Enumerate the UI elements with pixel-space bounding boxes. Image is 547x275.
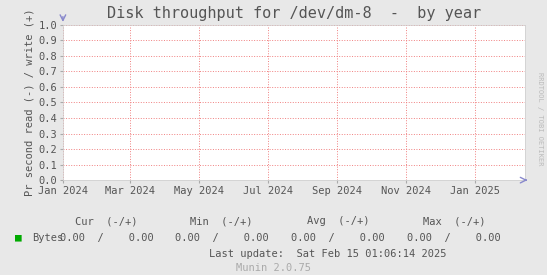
Text: Bytes: Bytes [32, 233, 63, 243]
Y-axis label: Pr second read (-) / write (+): Pr second read (-) / write (+) [25, 9, 34, 196]
Text: Munin 2.0.75: Munin 2.0.75 [236, 263, 311, 273]
Text: Min  (-/+): Min (-/+) [190, 216, 253, 226]
Title: Disk throughput for /dev/dm-8  -  by year: Disk throughput for /dev/dm-8 - by year [107, 6, 481, 21]
Text: Last update:  Sat Feb 15 01:06:14 2025: Last update: Sat Feb 15 01:06:14 2025 [210, 249, 447, 259]
Text: Max  (-/+): Max (-/+) [423, 216, 485, 226]
Text: RRDTOOL / TOBI OETIKER: RRDTOOL / TOBI OETIKER [537, 72, 543, 165]
Text: 0.00  /    0.00: 0.00 / 0.00 [174, 233, 269, 243]
Text: 0.00  /    0.00: 0.00 / 0.00 [407, 233, 501, 243]
Text: ■: ■ [15, 233, 22, 243]
Text: Cur  (-/+): Cur (-/+) [75, 216, 138, 226]
Text: Avg  (-/+): Avg (-/+) [307, 216, 369, 226]
Text: 0.00  /    0.00: 0.00 / 0.00 [291, 233, 385, 243]
Text: 0.00  /    0.00: 0.00 / 0.00 [60, 233, 154, 243]
